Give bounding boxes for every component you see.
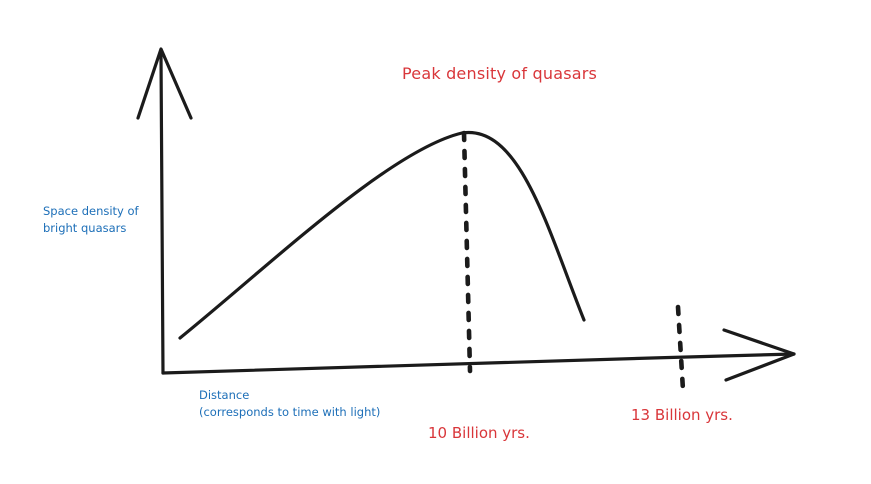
10-billion-years-label: 10 Billion yrs.	[428, 424, 530, 442]
quasar-density-curve	[178, 130, 586, 340]
13-billion-years-label: 13 Billion yrs.	[631, 406, 733, 424]
y-axis-label: Space density of bright quasars	[43, 203, 139, 236]
y-axis	[136, 47, 193, 375]
x-axis-label: Distance (corresponds to time with light…	[199, 387, 380, 420]
x-axis	[161, 328, 796, 382]
y-axis-label-line-1: Space density of	[43, 204, 139, 218]
y-axis-line	[159, 53, 165, 375]
y-axis-label-line-2: bright quasars	[43, 220, 127, 235]
peak-10-billion-marker	[461, 130, 473, 374]
y-axis-arrowhead	[136, 47, 193, 120]
x-axis-arrowhead	[722, 328, 796, 382]
x-axis-line	[161, 352, 796, 375]
13-billion-marker	[675, 304, 686, 393]
x-axis-label-line-2: (corresponds to time with light)	[199, 404, 381, 419]
x-axis-label-line-1: Distance	[199, 388, 250, 402]
peak-density-label: Peak density of quasars	[402, 64, 598, 83]
